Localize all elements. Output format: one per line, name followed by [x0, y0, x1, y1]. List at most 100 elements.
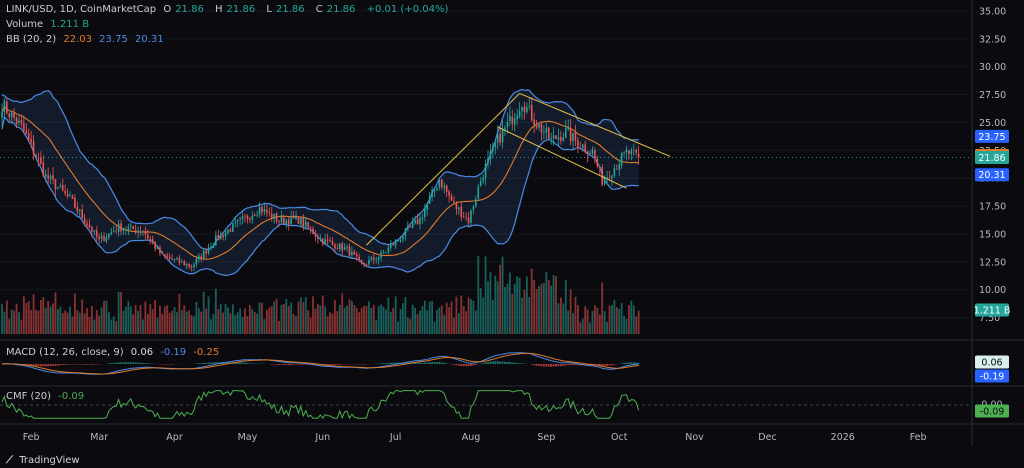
candle	[122, 227, 125, 235]
volume-bar	[402, 303, 404, 334]
macd-hist-bar	[295, 364, 297, 365]
candle	[331, 237, 334, 246]
volume-bar	[334, 300, 336, 334]
volume-bar	[499, 264, 502, 334]
volume-bar	[564, 279, 567, 334]
time-tick-label: 2026	[831, 432, 855, 443]
volume-bar	[154, 300, 156, 334]
volume-bar	[270, 306, 273, 334]
candle	[343, 243, 346, 251]
volume-bar	[32, 294, 35, 334]
candle	[185, 262, 188, 270]
candle	[120, 219, 122, 236]
volume-bar	[528, 297, 531, 334]
candle	[27, 128, 30, 142]
price-tick-label: 7.50	[979, 313, 1000, 324]
volume-bar	[455, 296, 458, 334]
macd-hist-bar	[205, 362, 208, 364]
svg-text:21.86: 21.86	[978, 153, 1005, 164]
volume-bar	[477, 256, 480, 334]
close-label: C	[315, 4, 323, 15]
volume-bar	[433, 321, 436, 334]
volume-bar	[389, 311, 392, 334]
volume-bar	[95, 309, 98, 334]
symbol-label: LINK/USD, 1D, CoinMarketCap	[6, 4, 157, 15]
time-tick-label: Aug	[462, 432, 481, 443]
macd-hist-bar	[545, 364, 548, 367]
candle	[32, 134, 35, 161]
bb-upper-line	[1, 88, 639, 251]
macd-hist-bar	[491, 361, 494, 364]
candle	[453, 196, 455, 204]
macd-hist-bar	[416, 362, 419, 364]
volume-bar	[438, 307, 441, 334]
candle	[166, 252, 169, 260]
bb-lower-value: 20.31	[135, 34, 164, 45]
volume-bar	[144, 301, 147, 334]
tradingview-logo[interactable]: ⟋ TradingView	[6, 455, 80, 466]
svg-text:23.75: 23.75	[978, 132, 1005, 143]
candle	[239, 216, 241, 225]
volume-bar	[472, 300, 475, 334]
candle	[633, 143, 635, 157]
volume-bar	[637, 310, 640, 334]
candle	[338, 242, 341, 253]
macd-hist-bar	[278, 364, 280, 365]
candle	[385, 251, 387, 255]
macd-hist-bar	[397, 362, 399, 364]
price-tick-label: 10.00	[979, 285, 1006, 296]
candle	[533, 112, 535, 134]
candle	[550, 132, 552, 145]
candle	[319, 234, 322, 243]
macd-hist-bar	[338, 364, 341, 365]
macd-hist-bar	[560, 364, 562, 367]
candle	[419, 213, 421, 230]
volume-bar	[312, 296, 314, 334]
candle	[18, 114, 20, 127]
macd-hist-bar	[494, 361, 497, 364]
candle	[465, 212, 467, 221]
candle	[436, 186, 438, 192]
macd-hist-bar	[440, 362, 443, 364]
price-tick-label: 12.50	[979, 257, 1006, 268]
volume-bar	[479, 288, 482, 334]
volume-bar	[370, 307, 373, 334]
candle	[411, 217, 414, 229]
candle	[615, 164, 618, 170]
volume-bar	[263, 319, 266, 334]
candle	[555, 135, 557, 140]
candle	[594, 147, 596, 164]
volume-bar	[81, 299, 84, 334]
candle	[358, 253, 361, 263]
time-tick-label: Apr	[166, 432, 183, 443]
macd-hist-bar	[326, 364, 329, 366]
volume-bar	[348, 299, 351, 334]
candle	[487, 150, 489, 170]
macd-hist-bar	[317, 364, 319, 366]
macd-hist-bar	[538, 364, 540, 366]
candle	[78, 208, 81, 218]
volume-bar	[54, 292, 57, 334]
volume-bar	[516, 276, 519, 334]
volume-bar	[64, 310, 67, 334]
candle	[258, 202, 261, 218]
svg-text:1.211 B: 1.211 B	[974, 306, 1011, 317]
volume-bar	[577, 305, 579, 334]
macd-signal-line	[1, 352, 639, 375]
candle	[88, 218, 91, 229]
candle	[392, 241, 395, 246]
candle	[351, 246, 353, 259]
volume-bar	[521, 297, 523, 334]
volume-bar	[581, 318, 584, 334]
volume-bar	[265, 309, 268, 334]
candle	[207, 243, 210, 256]
macd-hist-bar	[547, 364, 550, 367]
macd-hist-bar	[88, 364, 91, 365]
volume-bar	[210, 319, 212, 334]
macd-hist-bar	[586, 364, 589, 366]
macd-hist-bar	[472, 364, 475, 366]
candle	[424, 203, 426, 222]
volume-bar	[13, 310, 16, 334]
macd-hist-bar	[217, 362, 220, 364]
